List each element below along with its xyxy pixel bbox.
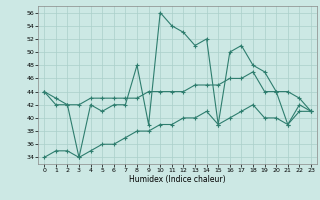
X-axis label: Humidex (Indice chaleur): Humidex (Indice chaleur) — [129, 175, 226, 184]
